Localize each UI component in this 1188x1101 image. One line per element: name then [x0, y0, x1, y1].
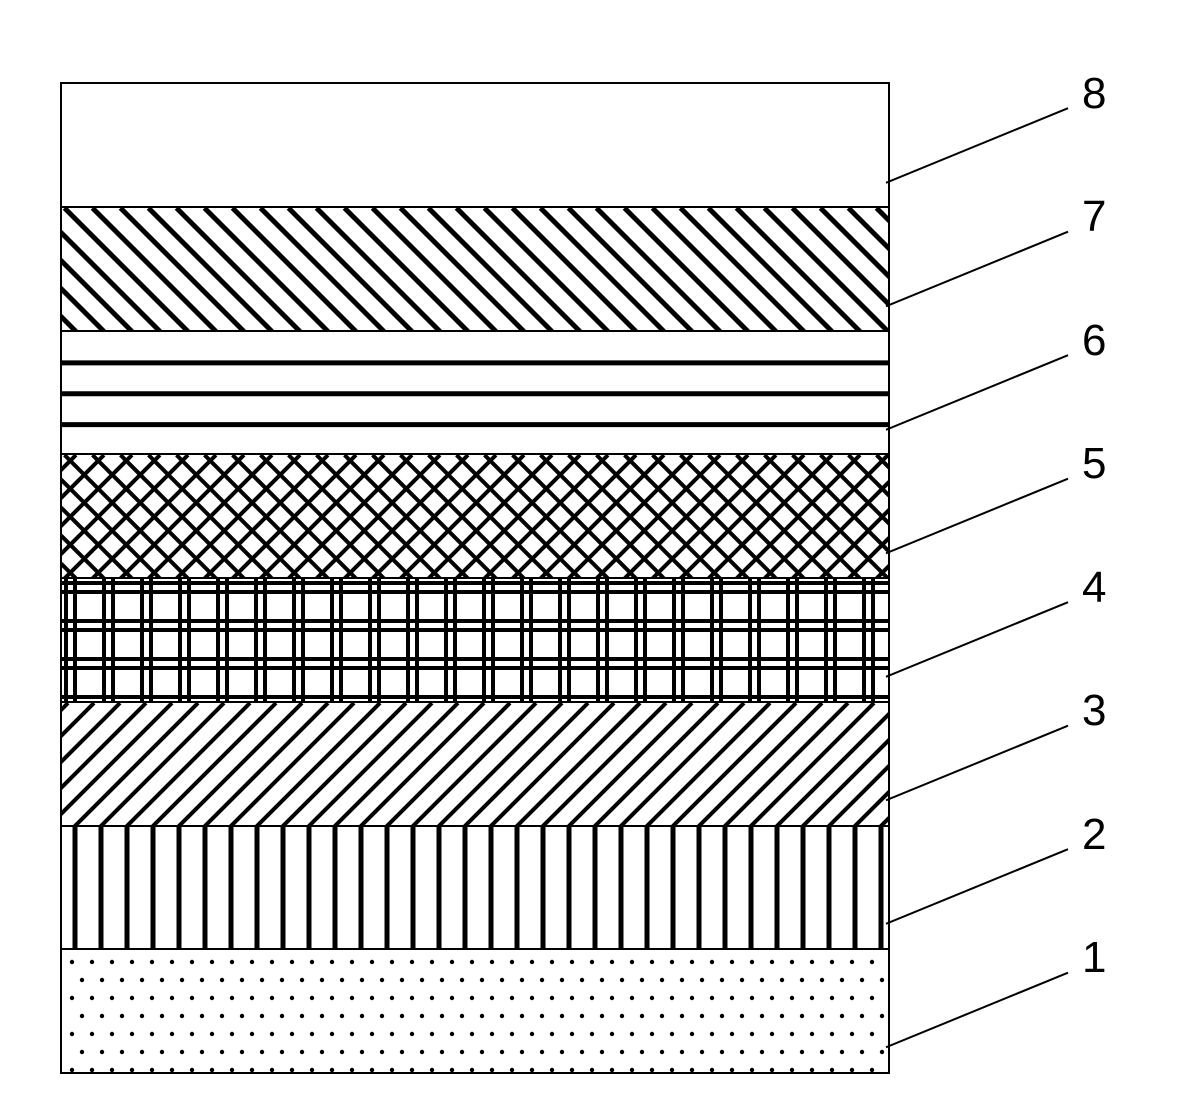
- layer-6: [62, 330, 888, 454]
- layer-1: [62, 948, 888, 1072]
- leader-line-1: [886, 973, 1068, 1048]
- leader-line-5: [886, 479, 1068, 554]
- layer-7: [62, 206, 888, 330]
- leader-line-4: [886, 602, 1068, 677]
- label-4: 4: [1082, 563, 1106, 613]
- leader-line-3: [886, 726, 1068, 801]
- layer-stack: [60, 82, 890, 1074]
- label-8: 8: [1082, 69, 1106, 119]
- layer-3: [62, 701, 888, 825]
- diagram-stage: 8 7 6 5 4 3 2 1: [0, 0, 1188, 1101]
- leader-line-2: [886, 849, 1068, 924]
- layer-5: [62, 453, 888, 577]
- layer-2: [62, 825, 888, 949]
- leader-line-6: [886, 355, 1068, 430]
- leader-line-8: [886, 108, 1068, 183]
- label-7: 7: [1082, 192, 1106, 242]
- label-6: 6: [1082, 316, 1106, 366]
- label-5: 5: [1082, 439, 1106, 489]
- layer-4: [62, 577, 888, 701]
- leader-line-7: [886, 232, 1068, 307]
- label-3: 3: [1082, 686, 1106, 736]
- label-2: 2: [1082, 810, 1106, 860]
- layer-8: [62, 84, 888, 206]
- label-1: 1: [1082, 933, 1106, 983]
